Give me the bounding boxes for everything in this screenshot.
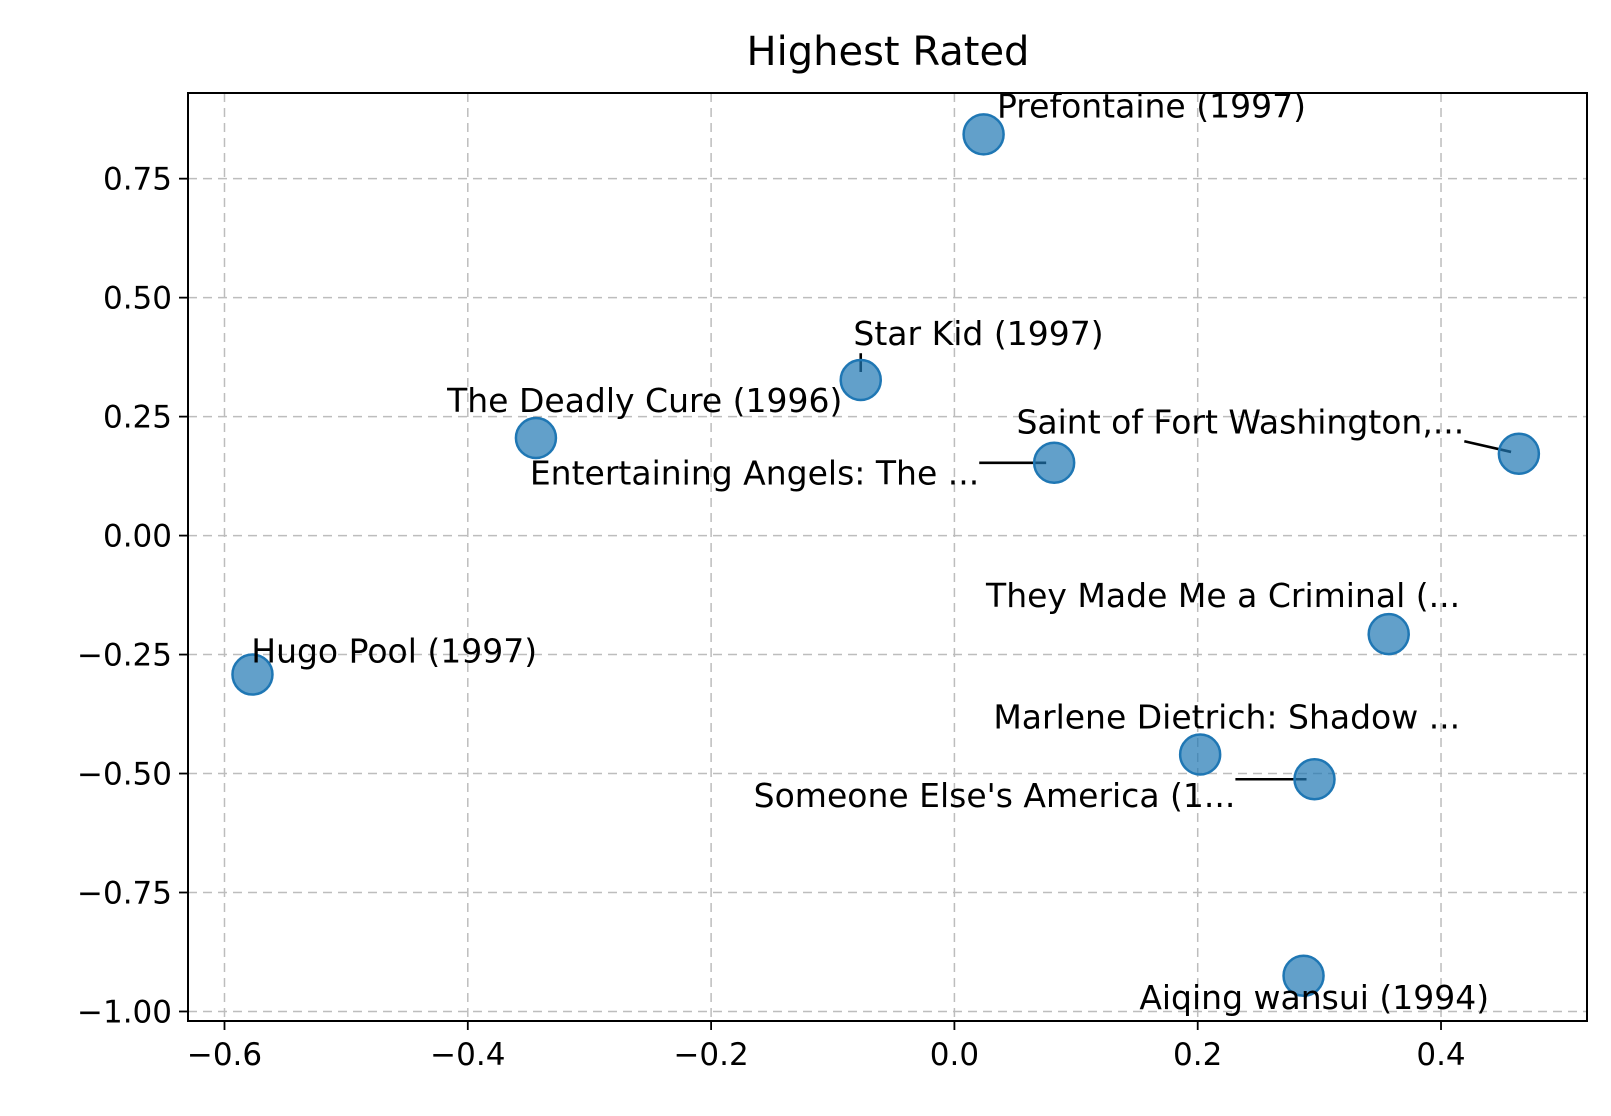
data-point: [514, 416, 558, 460]
data-point: [1282, 954, 1325, 998]
point-label: Aiqing wansui (1994): [1139, 978, 1489, 1017]
data-points: [231, 113, 1541, 998]
point-label: The Deadly Cure (1996): [446, 381, 842, 420]
data-point: [1178, 733, 1222, 776]
data-point: [1032, 441, 1076, 485]
y-tick-label: 0.50: [103, 281, 172, 317]
chart-title: Highest Rated: [747, 29, 1030, 75]
x-tick-label: 0.0: [930, 1037, 979, 1073]
y-axis-ticks: 0.75 0.50 0.25 0.00 −0.25 −0.50 −0.75 −1.00: [77, 162, 188, 1030]
plot-frame: [187, 92, 1588, 1022]
x-tick-label: 0.2: [1173, 1037, 1222, 1073]
x-tick-label: −0.6: [187, 1037, 262, 1073]
data-point: [1497, 432, 1541, 475]
y-tick-label: 0.00: [103, 519, 172, 555]
x-axis-ticks: −0.6 −0.4 −0.2 0.0 0.2 0.4: [187, 1021, 1466, 1073]
point-label: Entertaining Angels: The ...: [530, 454, 979, 493]
y-tick-label: 0.25: [103, 400, 172, 436]
y-tick-label: −0.25: [77, 638, 172, 674]
data-point: [839, 358, 882, 402]
x-tick-label: 0.4: [1416, 1037, 1465, 1073]
point-label: Someone Else's America (1...: [754, 776, 1236, 815]
y-tick-label: 0.75: [103, 162, 172, 198]
point-label: They Made Me a Criminal (...: [985, 576, 1460, 615]
point-labels: Prefontaine (1997)Star Kid (1997)The Dea…: [251, 87, 1489, 1017]
y-tick-label: −0.75: [77, 876, 172, 912]
data-point: [1293, 757, 1336, 801]
y-tick-label: −0.50: [77, 757, 172, 793]
data-point: [231, 653, 274, 696]
y-tick-label: −1.00: [77, 994, 172, 1030]
x-tick-label: −0.2: [673, 1037, 748, 1073]
grid: [188, 93, 1587, 1021]
point-label: Star Kid (1997): [853, 314, 1103, 353]
data-point: [1367, 612, 1410, 656]
point-label: Marlene Dietrich: Shadow ...: [993, 697, 1460, 736]
data-point: [962, 113, 1005, 156]
x-tick-label: −0.4: [430, 1037, 505, 1073]
point-label: Saint of Fort Washington,...: [1016, 402, 1464, 441]
point-label: Hugo Pool (1997): [251, 632, 537, 671]
